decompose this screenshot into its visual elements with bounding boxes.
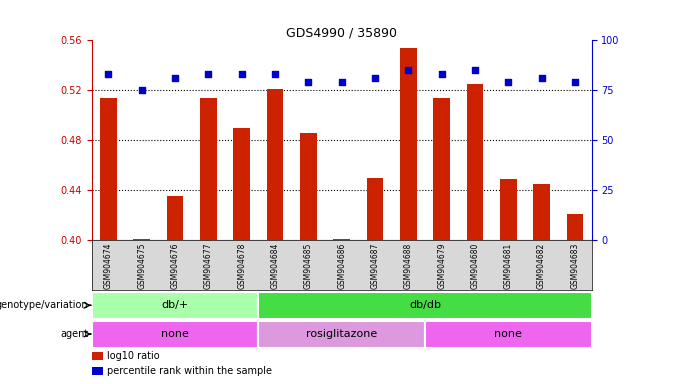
Point <box>536 75 547 81</box>
Point <box>103 71 114 77</box>
Point <box>269 71 280 77</box>
Point <box>337 79 347 85</box>
Bar <box>367 178 384 240</box>
Bar <box>133 239 150 240</box>
Bar <box>233 128 250 240</box>
Text: percentile rank within the sample: percentile rank within the sample <box>107 366 272 376</box>
Bar <box>466 84 483 240</box>
Text: db/db: db/db <box>409 300 441 310</box>
Point <box>503 79 514 85</box>
Text: db/+: db/+ <box>161 300 189 310</box>
Bar <box>500 179 517 240</box>
Bar <box>300 133 317 240</box>
Text: GSM904685: GSM904685 <box>304 243 313 289</box>
Text: GSM904674: GSM904674 <box>104 243 113 289</box>
Bar <box>425 321 592 348</box>
Bar <box>566 214 583 240</box>
Text: agent: agent <box>61 329 88 339</box>
Text: none: none <box>494 329 522 339</box>
Text: GSM904675: GSM904675 <box>137 243 146 289</box>
Bar <box>433 98 450 240</box>
Bar <box>92 292 258 319</box>
Point <box>303 79 314 85</box>
Text: GSM904678: GSM904678 <box>237 243 246 289</box>
Text: log10 ratio: log10 ratio <box>107 351 159 361</box>
Point <box>403 67 413 73</box>
Bar <box>533 184 550 240</box>
Text: genotype/variation: genotype/variation <box>0 300 88 310</box>
Point <box>437 71 447 77</box>
Text: GSM904688: GSM904688 <box>404 243 413 289</box>
Text: GSM904682: GSM904682 <box>537 243 546 289</box>
Text: GSM904681: GSM904681 <box>504 243 513 289</box>
Text: GSM904684: GSM904684 <box>271 243 279 289</box>
Bar <box>200 98 217 240</box>
Text: GSM904687: GSM904687 <box>371 243 379 289</box>
Text: none: none <box>161 329 189 339</box>
Text: rosiglitazone: rosiglitazone <box>306 329 377 339</box>
Bar <box>92 352 103 359</box>
Text: GSM904683: GSM904683 <box>571 243 579 289</box>
Text: GSM904679: GSM904679 <box>437 243 446 289</box>
Bar <box>267 89 284 240</box>
Bar <box>167 196 184 240</box>
Point <box>136 87 147 93</box>
Point <box>170 75 181 81</box>
Bar <box>92 367 103 375</box>
Bar <box>258 292 592 319</box>
Text: GSM904676: GSM904676 <box>171 243 180 289</box>
Text: GSM904686: GSM904686 <box>337 243 346 289</box>
Title: GDS4990 / 35890: GDS4990 / 35890 <box>286 26 397 39</box>
Bar <box>400 48 417 240</box>
Text: GSM904680: GSM904680 <box>471 243 479 289</box>
Bar <box>333 239 350 240</box>
Point <box>203 71 214 77</box>
Point <box>469 67 480 73</box>
Bar <box>92 321 258 348</box>
Point <box>370 75 381 81</box>
Bar <box>100 98 117 240</box>
Bar <box>258 321 425 348</box>
Point <box>237 71 248 77</box>
Text: GSM904677: GSM904677 <box>204 243 213 289</box>
Point <box>570 79 581 85</box>
